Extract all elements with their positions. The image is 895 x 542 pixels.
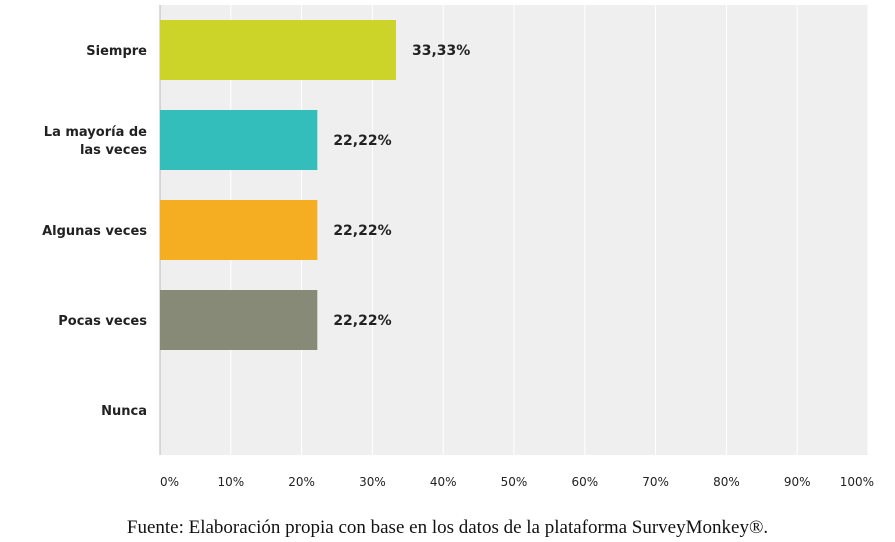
x-tick-label: 30% [359, 475, 386, 489]
category-label: Pocas veces [58, 314, 147, 329]
x-tick-label: 10% [217, 475, 244, 489]
bar [160, 110, 318, 170]
value-label: 22,22% [333, 313, 391, 329]
x-tick-label: 60% [571, 475, 598, 489]
category-label: Siempre [86, 44, 147, 59]
value-label: 33,33% [412, 43, 470, 59]
category-label: Nunca [101, 404, 147, 419]
value-label: 22,22% [333, 223, 391, 239]
x-tick-label: 0% [160, 475, 179, 489]
category-label-line: Pocas veces [58, 314, 147, 329]
bar [160, 290, 318, 350]
bar [160, 200, 318, 260]
category-label: Algunas veces [42, 224, 147, 239]
category-label-line: Nunca [101, 404, 147, 419]
category-label-line: las veces [80, 143, 147, 158]
category-label-line: La mayoría de [44, 125, 147, 140]
x-tick-label: 50% [501, 475, 528, 489]
source-caption: Fuente: Elaboración propia con base en l… [126, 517, 769, 538]
x-tick-label: 80% [713, 475, 740, 489]
category-label-line: Algunas veces [42, 224, 147, 239]
bar-chart: 0% 10% 20% 30% 40% 50% 60% 70% 80% 90% 100% Siempre… [42, 5, 874, 489]
category-label-line: Siempre [86, 44, 147, 59]
x-tick-label: 70% [642, 475, 669, 489]
value-label: 22,22% [333, 133, 391, 149]
x-tick-label: 20% [288, 475, 315, 489]
x-tick-label: 100% [840, 475, 874, 489]
category-label: La mayoría de las veces [44, 125, 147, 158]
bar [160, 20, 396, 80]
x-tick-label: 40% [430, 475, 457, 489]
x-tick-label: 90% [784, 475, 811, 489]
